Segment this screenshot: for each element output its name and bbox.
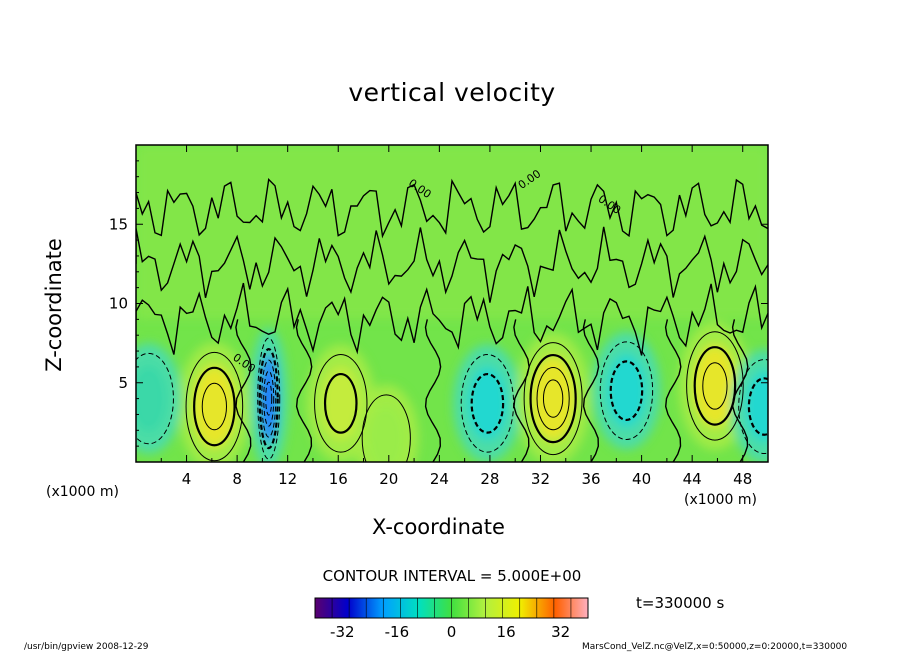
x-tick-label: 4 [182,470,192,488]
footer-variable-info: MarsCond_VelZ.nc@VelZ,x=0:50000,z=0:2000… [582,642,848,652]
contour-line [470,372,505,434]
plot-frame [135,144,769,463]
x-axis-label: X-coordinate [372,515,505,539]
field-cell [606,354,647,428]
contour-line [201,382,227,431]
colorbar-tick-label: 0 [447,623,457,641]
contour-interval-label: CONTOUR INTERVAL = 5.000E+00 [322,567,582,585]
contour-line [529,353,577,444]
x-tick-label: 32 [531,470,550,488]
contour-line [136,352,174,445]
x-tick-label: 44 [683,470,702,488]
field-cell [467,366,508,440]
zero-contour [295,319,313,462]
contour-line [257,337,281,460]
contour-line [702,362,728,410]
zero-contour [424,319,442,462]
contour-line [609,360,644,422]
chart-title: vertical velocity [348,78,556,107]
y-tick-label: 10 [109,295,128,313]
zero-contour [664,319,682,462]
colorbar-tick-label: 16 [497,623,516,641]
x-tick-label: 12 [278,470,297,488]
contour-line [193,366,236,447]
y-tick-label: 15 [109,215,128,233]
colorbar-tick-label: -16 [385,623,410,641]
contour-line [261,359,277,438]
contour-line [258,348,279,450]
time-label: t=330000 s [636,594,725,612]
x-tick-label: 20 [379,470,398,488]
field-cell [136,364,168,433]
contour-line [693,346,737,426]
x-axis-unit: (x1000 m) [684,492,757,508]
contour-line [523,342,583,456]
field-cell [321,366,361,440]
zero-contour [136,178,768,356]
field-cell [368,405,405,462]
contour-line [599,341,654,440]
zero-contour [582,319,600,462]
contour-line [738,359,768,455]
x-tick-label: 40 [632,470,651,488]
x-tick-label: 48 [733,470,752,488]
contour-line [460,354,515,453]
field-cell [531,356,575,441]
contour-line [542,379,564,418]
y-tick-label: 5 [118,374,128,392]
footer-program-date: /usr/bin/gpview 2008-12-29 [24,642,149,652]
contour-line [314,354,368,453]
contour-line [265,381,273,416]
x-tick-label: 36 [581,470,600,488]
zero-contour [235,319,252,462]
colorbar: -32 -16 0 16 32 [314,597,589,641]
field-cell [693,345,737,427]
contour-line [263,370,275,427]
colorbar-tick-label: -32 [330,623,355,641]
x-tick-label: 24 [430,470,449,488]
contour-line [361,394,411,462]
field-cell [260,353,277,444]
y-axis-label: Z-coordinate [42,238,66,372]
colorbar-tick-label: 32 [551,623,570,641]
x-tick-label: 8 [232,470,242,488]
contour-line [686,331,744,441]
contour-line [536,366,570,431]
x-tick-label: 16 [329,470,348,488]
field-cell [193,365,236,448]
contour-line [747,377,768,436]
zero-contour [731,319,749,462]
contour-line [185,351,244,462]
y-axis-unit: (x1000 m) [46,484,119,500]
zero-contour [513,319,530,462]
field-cell [745,371,768,442]
x-tick-label: 28 [480,470,499,488]
contour-line [323,372,358,434]
